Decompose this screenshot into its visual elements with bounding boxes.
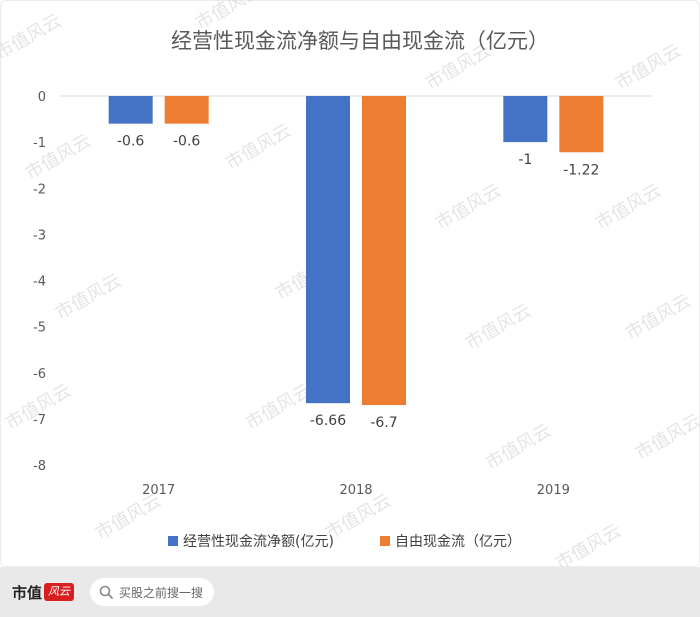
watermark-text: 市值风云 bbox=[552, 520, 625, 567]
legend-label: 经营性现金流净额(亿元) bbox=[183, 534, 334, 550]
y-tick-label: 0 bbox=[38, 90, 46, 105]
watermark-text: 市值风云 bbox=[632, 410, 700, 464]
legend: 经营性现金流净额(亿元) 自由现金流（亿元） bbox=[168, 534, 521, 550]
y-tick-label: -6 bbox=[33, 367, 46, 382]
data-label: -6.66 bbox=[310, 413, 346, 429]
data-label: -0.6 bbox=[117, 134, 144, 150]
y-axis-ticks: 0 -1 -2 -3 -4 -5 -6 -7 -8 bbox=[33, 90, 46, 474]
chart-card: 市值风云 市值风云 市值风云 市值风云 市值风云 市值风云 市值风云 市值风云 市值风云 市值风云… bbox=[0, 0, 700, 567]
bar-2019-2 bbox=[559, 96, 604, 153]
x-tick-label: 2019 bbox=[537, 483, 570, 498]
data-label: -0.6 bbox=[173, 134, 200, 150]
bar-2017-2 bbox=[164, 96, 209, 124]
watermark-text: 市值风云 bbox=[0, 10, 65, 64]
bar-2018-1 bbox=[306, 96, 350, 404]
x-tick-label: 2017 bbox=[142, 483, 175, 498]
watermark-text: 市值风云 bbox=[482, 420, 555, 474]
bar-2018-2 bbox=[362, 96, 406, 406]
search-box[interactable]: 买股之前搜一搜 bbox=[90, 578, 214, 606]
y-tick-label: -4 bbox=[33, 275, 46, 290]
watermark-text: 市值风云 bbox=[592, 180, 665, 234]
y-tick-label: -3 bbox=[33, 228, 46, 243]
watermark-text: 市值风云 bbox=[462, 300, 535, 354]
x-tick-label: 2018 bbox=[339, 483, 372, 498]
watermark-text: 市值风云 bbox=[242, 380, 315, 434]
brand-text: 市值 bbox=[12, 583, 43, 602]
watermark-text: 市值风云 bbox=[432, 180, 505, 234]
bar-2017-1 bbox=[108, 96, 153, 124]
legend-swatch bbox=[380, 536, 390, 546]
bar-2019-1 bbox=[503, 96, 548, 143]
watermark-text: 市值风云 bbox=[222, 120, 295, 174]
y-tick-label: -1 bbox=[33, 136, 46, 151]
y-tick-label: -2 bbox=[33, 182, 46, 197]
legend-label: 自由现金流（亿元） bbox=[395, 534, 521, 550]
footer-bar: 市值 风云 买股之前搜一搜 bbox=[0, 567, 700, 617]
y-tick-label: -7 bbox=[33, 413, 46, 428]
watermark-text: 市值风云 bbox=[622, 290, 695, 344]
data-label: -6.7 bbox=[370, 415, 397, 431]
search-placeholder: 买股之前搜一搜 bbox=[119, 585, 204, 600]
x-axis-ticks: 2017 2018 2019 bbox=[142, 483, 570, 498]
watermark-text: 市值风云 bbox=[52, 270, 125, 324]
search-icon bbox=[99, 585, 113, 599]
legend-swatch bbox=[168, 536, 178, 546]
brand-logo: 市值 风云 bbox=[12, 581, 75, 603]
y-tick-label: -8 bbox=[33, 459, 46, 474]
chart-title: 经营性现金流净额与自由现金流（亿元） bbox=[171, 29, 549, 53]
bars bbox=[108, 96, 604, 406]
data-label: -1 bbox=[518, 152, 532, 168]
watermark-text: 市值风云 bbox=[92, 490, 165, 544]
y-tick-label: -5 bbox=[33, 321, 46, 336]
watermark-text: 市值风云 bbox=[612, 40, 685, 94]
brand-stamp: 风云 bbox=[44, 583, 75, 601]
bar-labels: -0.6 -0.6 -6.66 -6.7 -1 -1.22 bbox=[117, 134, 599, 431]
data-label: -1.22 bbox=[563, 162, 599, 178]
